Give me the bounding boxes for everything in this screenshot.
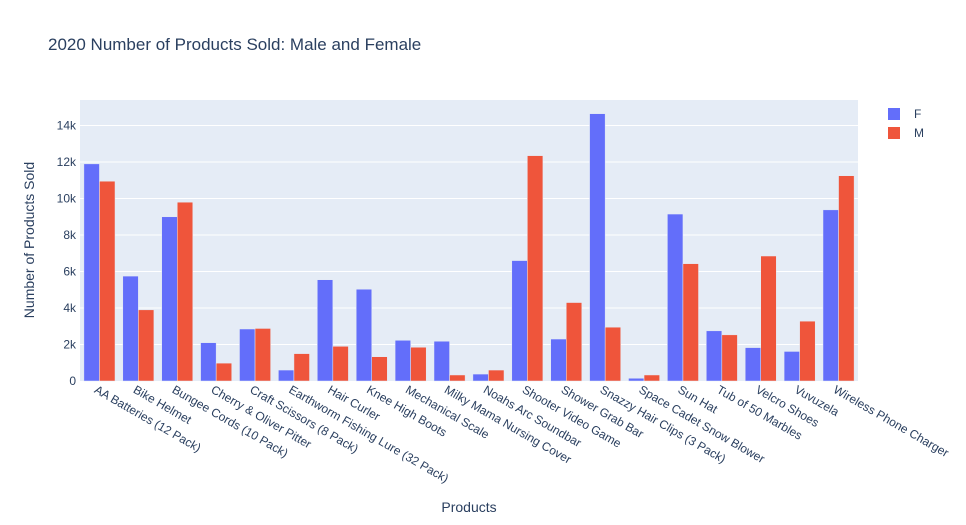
bar-f-1[interactable] [122,275,139,382]
bar-m-18[interactable] [799,320,816,382]
bar-m-7[interactable] [371,356,388,382]
plot-background [80,100,858,381]
bar-m-8[interactable] [410,346,427,382]
bar-f-11[interactable] [511,260,528,382]
bar-f-18[interactable] [783,351,800,382]
bar-m-1[interactable] [138,309,155,382]
bar-f-5[interactable] [278,369,295,382]
bar-m-11[interactable] [527,155,544,382]
grid-lines [80,125,858,346]
bar-f-17[interactable] [744,347,762,382]
bar-m-12[interactable] [566,302,583,382]
y-tick-label: 6k [63,265,77,279]
bar-m-6[interactable] [332,346,349,382]
bar-m-16[interactable] [721,334,738,382]
bar-m-14[interactable] [643,374,660,382]
bar-f-4[interactable] [239,328,256,382]
bar-f-2[interactable] [161,216,178,382]
y-tick-label: 10k [57,192,77,206]
bar-m-4[interactable] [254,328,271,382]
bar-m-10[interactable] [488,369,505,382]
bar-f-19[interactable] [822,209,839,382]
y-tick-label: 4k [63,301,77,315]
bar-m-15[interactable] [682,263,699,382]
bar-f-15[interactable] [667,213,684,382]
bars [83,113,855,382]
legend-swatch-m[interactable] [888,127,900,139]
bar-m-3[interactable] [215,362,232,382]
bar-f-7[interactable] [355,288,373,382]
legend: FM [888,107,924,140]
bar-m-13[interactable] [604,326,621,382]
bar-f-0[interactable] [83,163,100,382]
y-tick-label: 0 [69,374,76,388]
bar-m-5[interactable] [293,353,310,382]
x-axis-ticks: AA Batteries (12 Pack)Bike HelmetBungee … [92,382,951,485]
bar-m-19[interactable] [838,175,855,382]
legend-label-m[interactable]: M [914,126,924,140]
bar-f-9[interactable] [433,340,450,382]
y-axis-ticks: 0 2k 4k 6k 8k 10k 12k 14k [57,119,77,388]
bar-f-3[interactable] [200,342,217,382]
bar-f-6[interactable] [317,279,334,382]
bar-f-8[interactable] [394,340,411,382]
legend-swatch-f[interactable] [888,108,900,120]
chart-title: 2020 Number of Products Sold: Male and F… [48,35,421,54]
y-axis-title: Number of Products Sold [21,162,37,318]
bar-m-17[interactable] [760,255,777,382]
y-tick-label: 12k [57,155,77,169]
bar-f-13[interactable] [589,113,606,382]
bar-m-0[interactable] [99,180,116,382]
x-axis-title: Products [441,499,496,515]
y-tick-label: 8k [63,228,77,242]
legend-label-f[interactable]: F [914,107,921,121]
y-tick-label: 14k [57,119,77,133]
bar-f-12[interactable] [550,338,567,382]
bar-m-2[interactable] [177,201,194,382]
bar-f-10[interactable] [472,373,489,382]
bar-f-16[interactable] [706,330,723,382]
bar-m-9[interactable] [449,374,466,382]
bar-f-14[interactable] [628,378,645,382]
x-tick-label: Wireless Phone Charger [831,382,951,459]
y-tick-label: 2k [63,338,77,352]
